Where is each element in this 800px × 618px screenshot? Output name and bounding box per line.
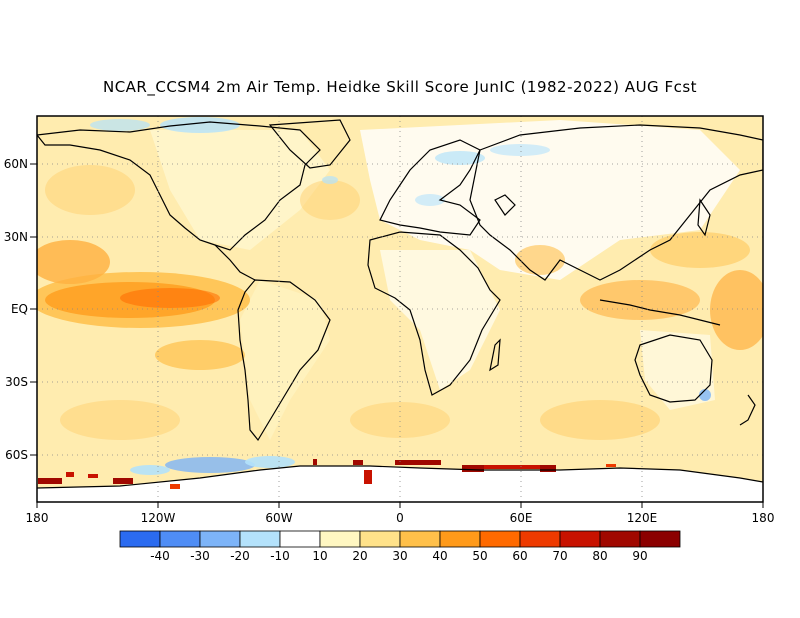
colorbar-swatch (599, 530, 641, 548)
colorbar-swatch (479, 530, 521, 548)
colorbar-label: 80 (592, 549, 607, 563)
colorbar-swatch (439, 530, 481, 548)
colorbar-swatch (639, 530, 681, 548)
colorbar-label: 40 (432, 549, 447, 563)
lon-label: 120W (141, 511, 176, 525)
colorbar-label: -40 (150, 549, 170, 563)
tick-marks (30, 163, 764, 508)
colorbar-swatch (559, 530, 601, 548)
colorbar-label: 30 (392, 549, 407, 563)
map-title: NCAR_CCSM4 2m Air Temp. Heidke Skill Sco… (102, 78, 698, 96)
lon-label: 0 (396, 511, 404, 525)
lon-label: 180 (752, 511, 775, 525)
colorbar-label: 20 (352, 549, 367, 563)
colorbar-swatch (119, 530, 161, 548)
lon-label: 60W (265, 511, 292, 525)
colorbar-swatch (399, 530, 441, 548)
colorbar: -40 -30 -20 -10 10 20 30 40 50 60 70 80 90 (119, 530, 681, 563)
gridlines (37, 116, 763, 502)
colorbar-label: 90 (632, 549, 647, 563)
lat-label: 60N (4, 157, 28, 171)
colorbar-label: -20 (230, 549, 250, 563)
colorbar-label: -30 (190, 549, 210, 563)
colorbar-swatch (239, 530, 281, 548)
colorbar-swatch (359, 530, 401, 548)
colorbar-swatch (199, 530, 241, 548)
lat-label: 30N (4, 230, 28, 244)
colorbar-label: 50 (472, 549, 487, 563)
coastlines (37, 119, 763, 489)
colorbar-label: 70 (552, 549, 567, 563)
lon-label: 180 (26, 511, 49, 525)
colorbar-label: 60 (512, 549, 527, 563)
lat-label: 30S (5, 375, 28, 389)
skill-field (37, 116, 763, 502)
lat-label: 60S (5, 448, 28, 462)
lon-label: 60E (510, 511, 533, 525)
colorbar-swatch (319, 530, 361, 548)
colorbar-swatch (279, 530, 321, 548)
lat-label: EQ (11, 302, 28, 316)
lon-label: 120E (627, 511, 658, 525)
colorbar-swatch (519, 530, 561, 548)
colorbar-label: 10 (312, 549, 327, 563)
colorbar-label: -10 (270, 549, 290, 563)
colorbar-swatch (159, 530, 201, 548)
